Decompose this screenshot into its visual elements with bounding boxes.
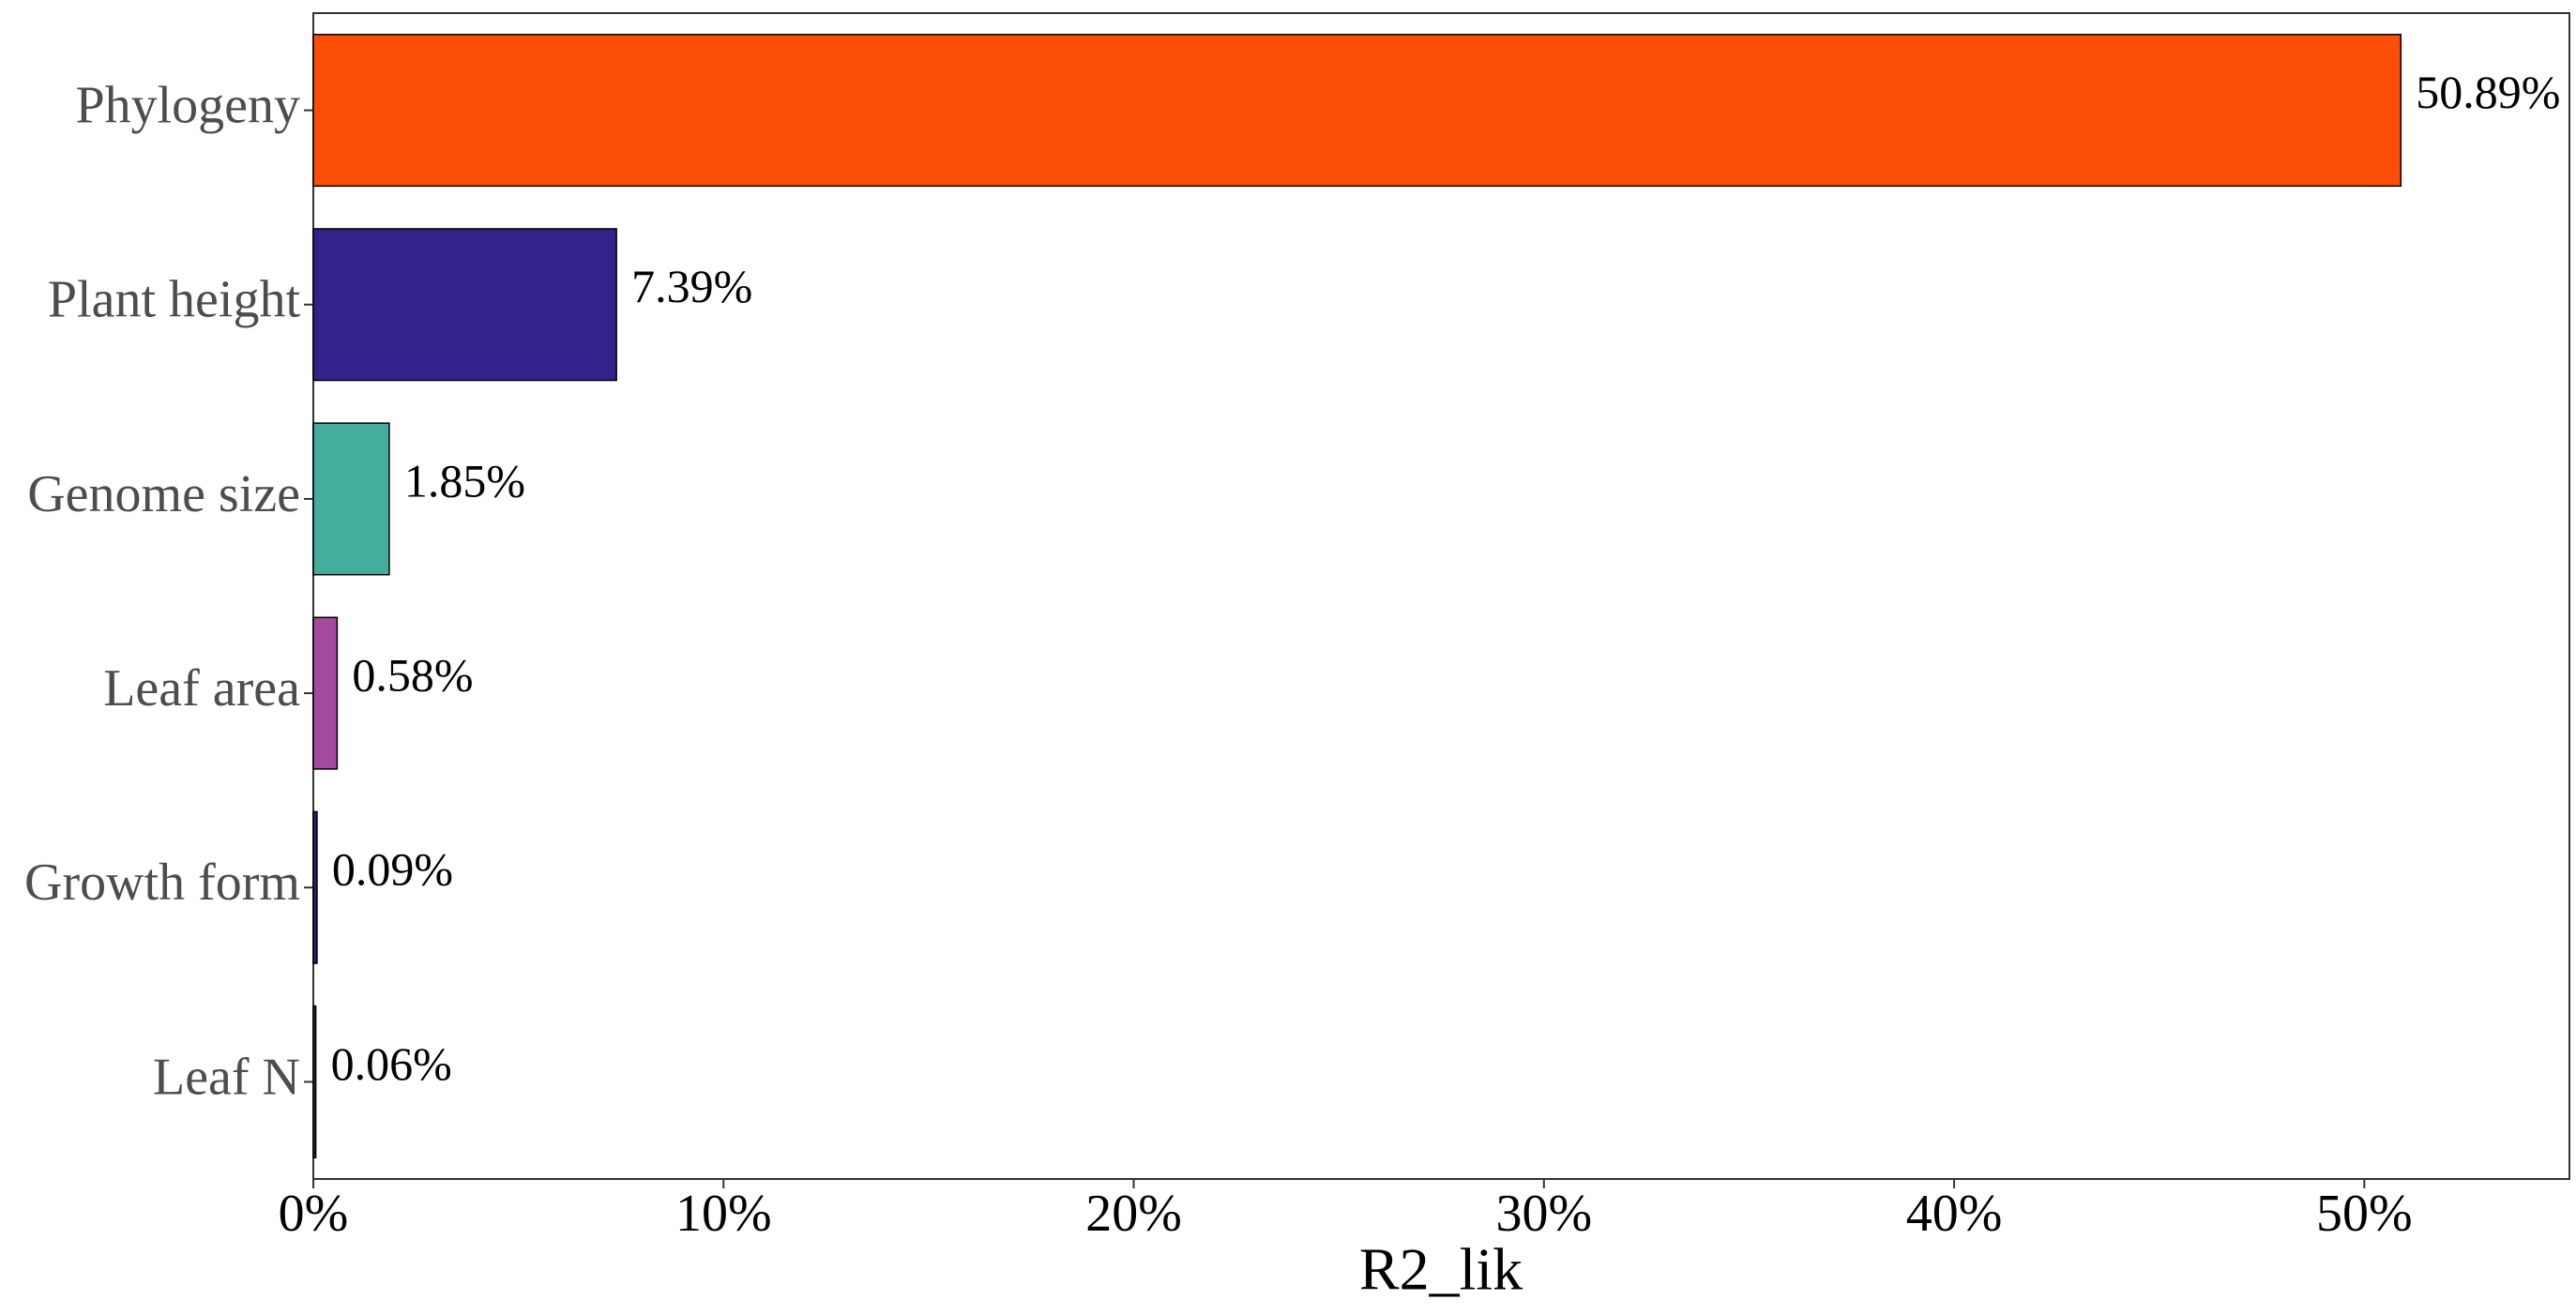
value-label: 0.58% <box>352 649 473 702</box>
bar <box>312 228 617 382</box>
bar <box>312 34 2402 188</box>
x-axis-title: R2_lik <box>1359 1236 1523 1303</box>
bar <box>312 1005 317 1158</box>
x-tick-label: 10% <box>675 1185 772 1243</box>
y-tick-label: Plant height <box>48 271 301 329</box>
x-tick-label: 30% <box>1495 1185 1592 1243</box>
y-tick-label: Genome size <box>27 465 300 523</box>
y-tick-label: Phylogeny <box>75 76 300 134</box>
value-label: 0.09% <box>332 843 453 896</box>
bar <box>312 422 390 576</box>
x-tick-label: 20% <box>1085 1185 1182 1243</box>
x-tick-label: 0% <box>279 1185 349 1243</box>
value-label: 50.89% <box>2416 66 2560 118</box>
plot-frame <box>312 12 2570 1180</box>
x-tick-label: 40% <box>1906 1185 2003 1243</box>
bar <box>312 616 339 770</box>
value-label: 7.39% <box>631 260 752 312</box>
value-label: 1.85% <box>404 454 525 506</box>
value-label: 0.06% <box>331 1037 452 1090</box>
bar <box>312 810 318 964</box>
y-tick-label: Leaf area <box>103 659 300 718</box>
y-tick-label: Leaf N <box>153 1048 300 1106</box>
y-tick-label: Growth form <box>24 854 300 912</box>
x-tick-label: 50% <box>2316 1185 2413 1243</box>
